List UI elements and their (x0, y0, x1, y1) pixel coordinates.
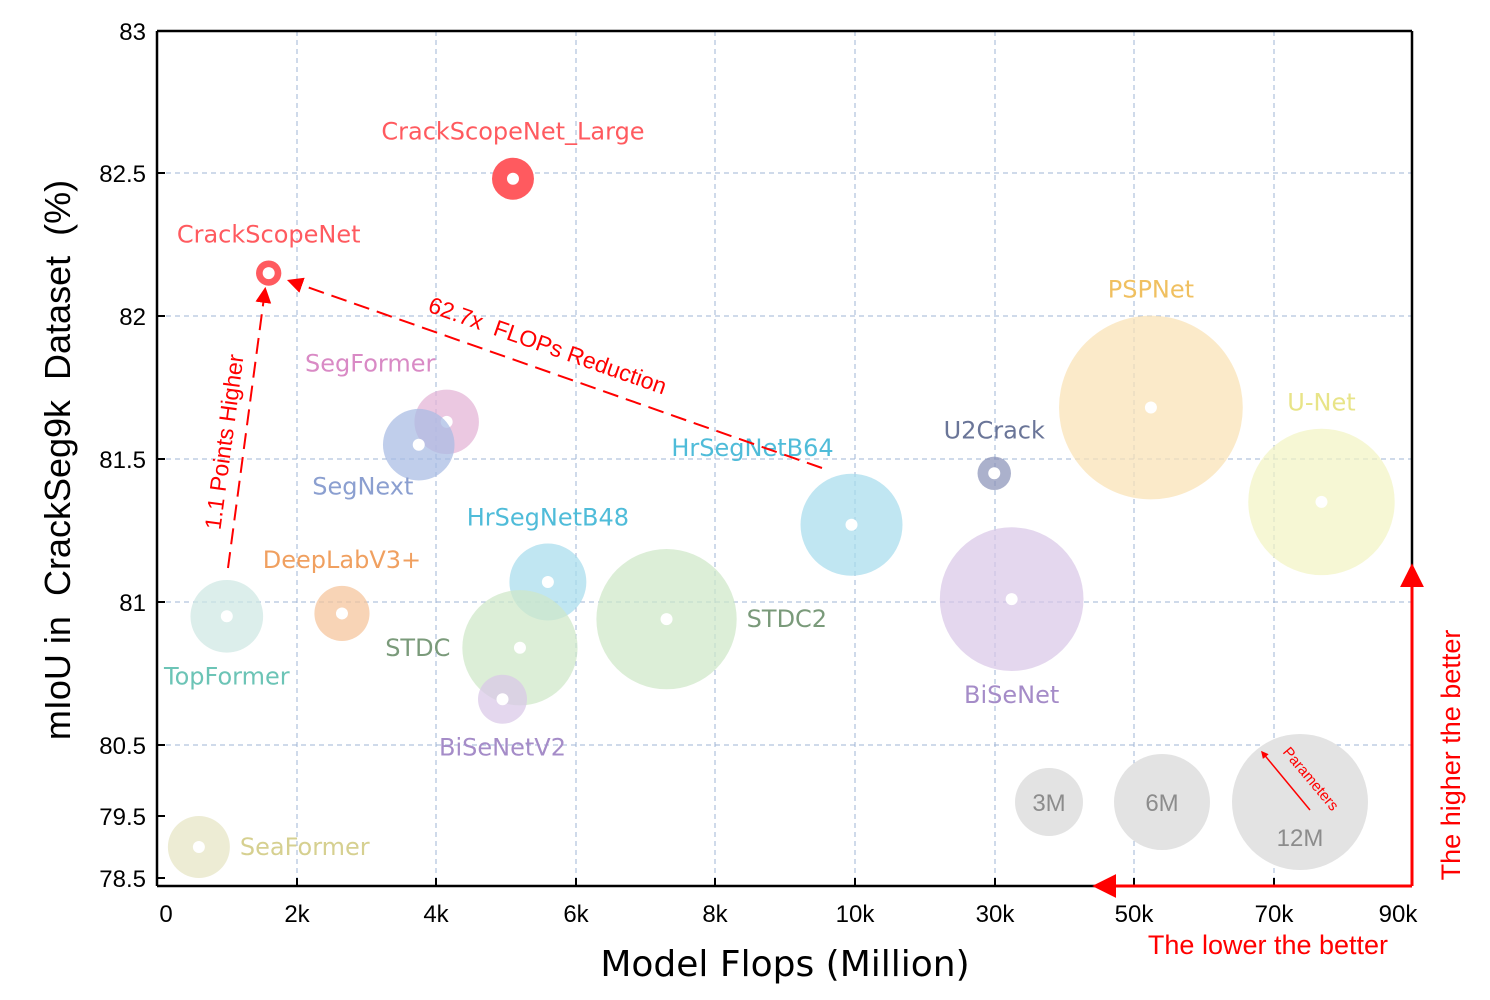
bubble-center-bisenet (1005, 593, 1018, 606)
y-tick-label-5: 82 (119, 304, 146, 331)
bubble-label-bisenet: BiSeNet (964, 681, 1059, 709)
x-tick-label-8: 70k (1255, 901, 1295, 928)
y-tick-label-0: 78.5 (99, 866, 146, 893)
lower-better-label: The lower the better (1148, 930, 1388, 960)
bubbles-layer: CrackScopeNet_Large CrackScopeNet SegForme… (163, 118, 1395, 878)
bubble-center-crackscopenet (262, 267, 275, 280)
y-tick-label-4: 81.5 (99, 447, 146, 474)
bubble-center-crackscopenet-large (506, 172, 519, 185)
size-legend-3m-label: 3M (1032, 790, 1065, 817)
y-tick-label-1: 79.5 (99, 804, 146, 831)
bubble-label-crackscopenet-large: CrackScopeNet_Large (381, 118, 644, 146)
bubble-label-hrsegnetb48: HrSegNetB48 (467, 504, 629, 532)
size-legend-6m-label: 6M (1145, 790, 1178, 817)
bubble-center-u2crack (988, 467, 1001, 480)
size-legend-3m-bubble (1015, 768, 1083, 836)
reduction-label: 62.7x FLOPs Reduction (425, 292, 670, 400)
bubble-center-segnext (412, 438, 425, 451)
x-tick-label-2: 4k (423, 901, 449, 928)
bubble-center-topformer (220, 610, 233, 623)
y-tick-label-7: 83 (119, 19, 146, 46)
y-tick-label-6: 82.5 (99, 161, 146, 188)
bubble-center-stdc (513, 641, 526, 654)
size-legend-12m-bubble (1232, 734, 1368, 870)
bubble-label-hrsegnetb64: HrSegNetB64 (671, 434, 833, 462)
y-axis-title: mIoU in CrackSeg9k Dataset (%) (37, 180, 78, 740)
bubble-center-seaformer (192, 841, 205, 853)
x-tick-label-5: 10k (836, 901, 876, 928)
bubble-label-u2crack: U2Crack (944, 417, 1045, 445)
bubble-label-pspnet: PSPNet (1108, 276, 1194, 304)
bubble-label-topformer: TopFormer (163, 663, 290, 691)
x-tick-label-7: 50k (1115, 901, 1155, 928)
bubble-center-pspnet (1144, 401, 1157, 414)
bubble-label-crackscopenet: CrackScopeNet (177, 220, 361, 248)
size-legend: 3M 6M 12M Parameters (1015, 734, 1368, 870)
bubble-center-stdc2 (660, 613, 673, 626)
bubble-label-stdc2: STDC2 (747, 605, 827, 633)
bubble-label-seaformer: SeaFormer (240, 833, 370, 861)
higher-points-label: 1.1 Points Higher (200, 352, 249, 531)
x-tick-label-4: 8k (702, 901, 728, 928)
size-legend-12m-label: 12M (1277, 825, 1324, 852)
bubble-label-u-net: U-Net (1287, 389, 1355, 417)
y-tick-label-3: 81 (119, 590, 146, 617)
x-tick-label-0: 0 (159, 901, 172, 928)
bubble-center-bisenetv2 (496, 693, 509, 706)
x-tick-label-3: 6k (563, 901, 589, 928)
x-tick-label-9: 90k (1379, 901, 1419, 928)
x-tick-label-1: 2k (284, 901, 310, 928)
bubble-label-segformer: SegFormer (305, 350, 435, 378)
plot-frame (155, 29, 1414, 888)
bubble-label-bisenetv2: BiSeNetV2 (439, 734, 566, 762)
y-tick-label-2: 80.5 (99, 733, 146, 760)
bubble-center-hrsegnetb48 (541, 575, 554, 588)
parameters-arrow (1261, 750, 1311, 811)
tick-labels: 0 2k 4k 6k 8k 10k 30k 50k 70k 90k 78.5 79.5 80.5 81 81… (99, 19, 1418, 928)
bubble-label-deeplabv3-: DeepLabV3+ (263, 546, 421, 574)
bubble-center-u-net (1315, 495, 1328, 508)
bubble-center-deeplabv3- (335, 607, 348, 620)
bubble-label-segnext: SegNext (312, 472, 413, 500)
bubble-label-stdc: STDC (385, 634, 450, 662)
x-axis-title: Model Flops (Million) (600, 944, 969, 985)
higher-better-label: The higher the better (1436, 630, 1466, 881)
bubble-center-hrsegnetb64 (845, 518, 858, 531)
size-legend-6m-bubble (1114, 754, 1210, 850)
reduction-arrow (286, 277, 823, 469)
x-tick-label-6: 30k (976, 901, 1016, 928)
